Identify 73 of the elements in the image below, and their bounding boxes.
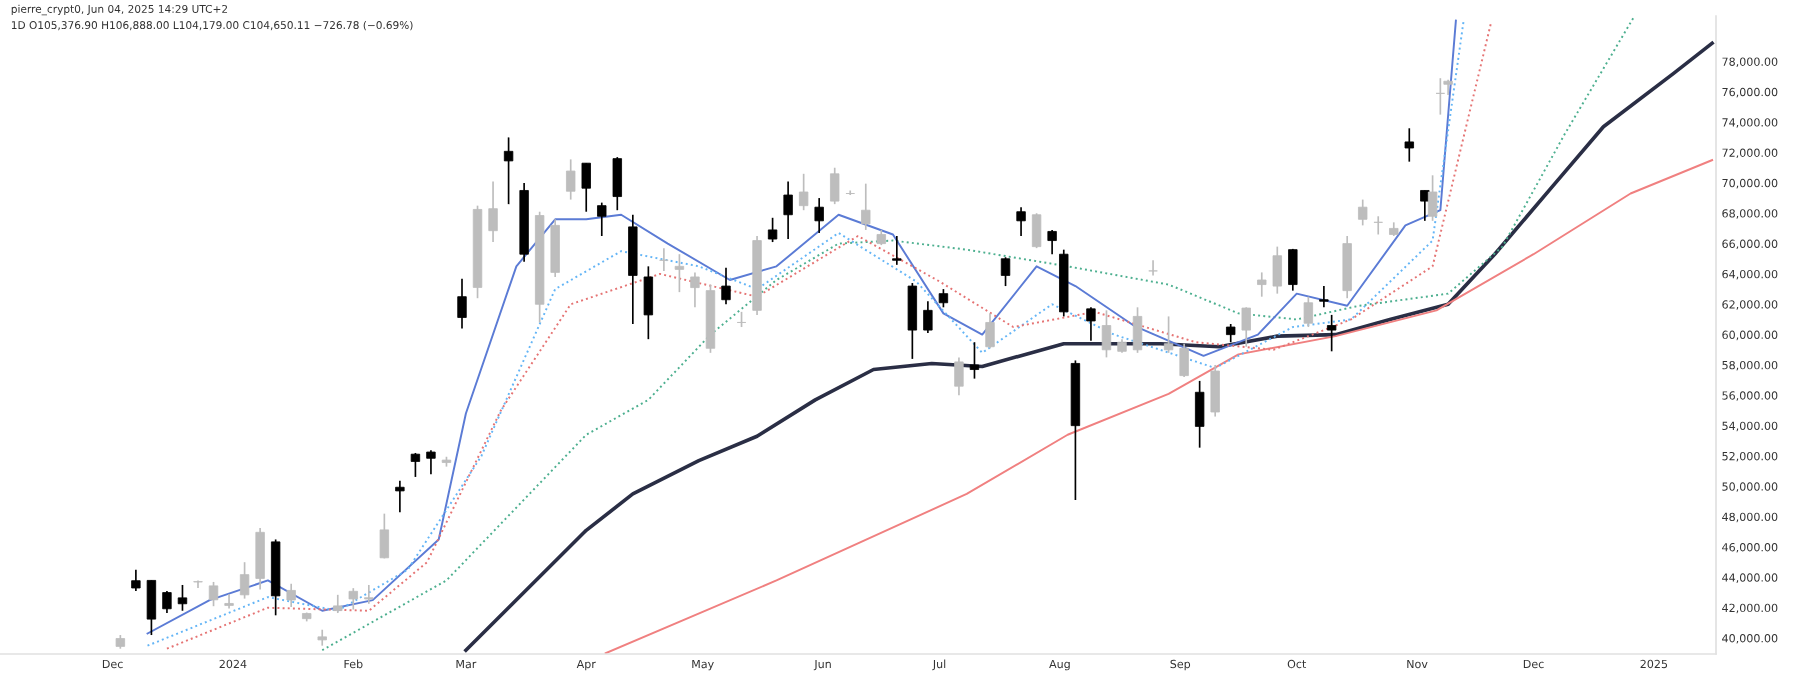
candlestick	[674, 253, 685, 293]
candlestick	[985, 312, 995, 350]
candlestick	[255, 527, 265, 591]
candlestick	[1358, 198, 1368, 227]
candlestick	[830, 166, 840, 205]
candlestick	[1288, 248, 1298, 292]
candlestick	[1404, 127, 1414, 163]
candlestick	[1179, 342, 1189, 378]
candlestick	[1148, 259, 1158, 277]
candlestick	[597, 201, 607, 237]
candlestick	[923, 300, 933, 334]
candlestick	[1303, 295, 1314, 328]
candlestick	[286, 582, 296, 608]
candlestick	[1342, 235, 1352, 300]
candlestick	[1031, 212, 1042, 249]
candlestick	[333, 593, 343, 614]
candlestick	[1000, 256, 1011, 287]
candlestick	[208, 581, 219, 608]
candlestick	[1194, 380, 1205, 449]
candlestick	[503, 136, 514, 205]
candlestick	[379, 512, 390, 560]
candlestick	[1326, 314, 1337, 353]
candlestick	[767, 216, 778, 243]
candlestick	[659, 247, 669, 272]
candlestick	[861, 182, 871, 231]
candlestick	[721, 267, 731, 306]
candlestick	[1226, 323, 1236, 344]
candlestick	[1016, 206, 1026, 237]
candlestick	[410, 452, 421, 478]
candlestick	[395, 479, 405, 513]
candlestick	[1210, 364, 1220, 418]
candlestick	[1420, 189, 1430, 222]
candlestick	[566, 158, 576, 201]
candlestick	[1272, 245, 1282, 295]
candlestick	[938, 288, 949, 309]
candlestick	[845, 189, 855, 196]
candlestick	[1435, 77, 1446, 116]
candlestick	[457, 277, 467, 330]
candlestick	[364, 584, 374, 605]
line-series	[464, 41, 1714, 653]
candlestick	[162, 590, 172, 614]
candlestick	[581, 162, 591, 213]
candlestick	[1132, 306, 1143, 354]
candlestick	[146, 579, 157, 636]
candlestick	[1373, 215, 1383, 236]
candlestick	[690, 271, 700, 309]
candlestick	[1257, 271, 1267, 298]
candlestick	[1086, 306, 1096, 342]
candlestick	[612, 156, 622, 212]
candlestick	[814, 197, 824, 234]
candlestick	[1241, 306, 1251, 348]
candlestick	[348, 587, 358, 611]
candlestick	[131, 568, 141, 592]
candlestick	[193, 579, 203, 589]
line-series	[604, 159, 1714, 654]
candlestick	[1319, 285, 1329, 309]
candlestick	[907, 282, 918, 360]
candlestick	[1101, 309, 1112, 359]
candlestick	[488, 180, 498, 243]
candlestick	[969, 341, 980, 380]
candlestick	[177, 584, 188, 612]
candlestick	[798, 172, 809, 212]
candlestick	[643, 265, 654, 341]
candlestick	[426, 449, 436, 476]
candlestick	[1427, 174, 1438, 222]
candlestick	[892, 235, 902, 266]
candlestick	[1163, 315, 1174, 354]
candlestick	[239, 561, 250, 600]
candlestick	[1047, 229, 1057, 256]
candlestick	[783, 180, 793, 240]
candlestick	[550, 218, 560, 278]
candlestick	[224, 593, 234, 610]
candlestick	[954, 356, 964, 397]
